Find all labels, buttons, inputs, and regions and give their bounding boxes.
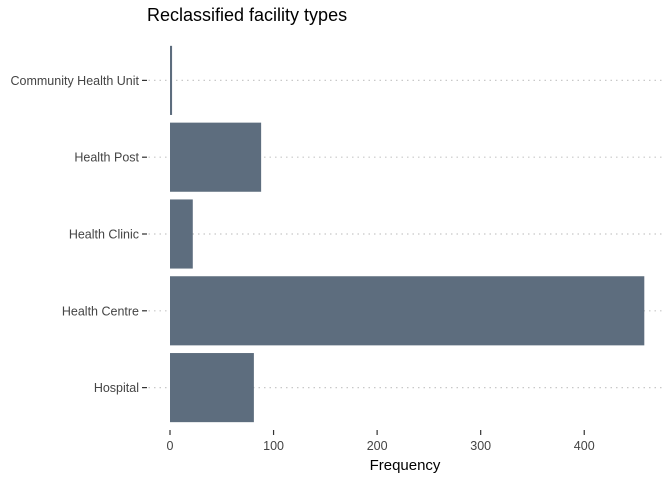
axis-layer: Community Health Unit Health Post Health C… [10, 74, 594, 453]
x-tick-label: 300 [470, 439, 491, 453]
bar [170, 122, 262, 192]
bar [170, 199, 193, 269]
y-tick-label: Health Clinic [69, 228, 139, 242]
x-tick-label: 100 [263, 439, 284, 453]
bar [170, 45, 173, 115]
y-tick-label: Health Centre [62, 304, 139, 318]
chart-title: Reclassified facility types [147, 5, 348, 25]
bar [170, 353, 254, 423]
x-tick-label: 0 [167, 439, 174, 453]
y-tick-label: Hospital [94, 381, 139, 395]
x-tick-label: 400 [574, 439, 595, 453]
y-tick-label: Community Health Unit [10, 74, 139, 88]
bar-layer [170, 45, 645, 423]
bar [170, 276, 645, 346]
x-tick-label: 200 [367, 439, 388, 453]
y-tick-label: Health Post [74, 151, 139, 165]
x-axis-title: Frequency [370, 457, 441, 474]
